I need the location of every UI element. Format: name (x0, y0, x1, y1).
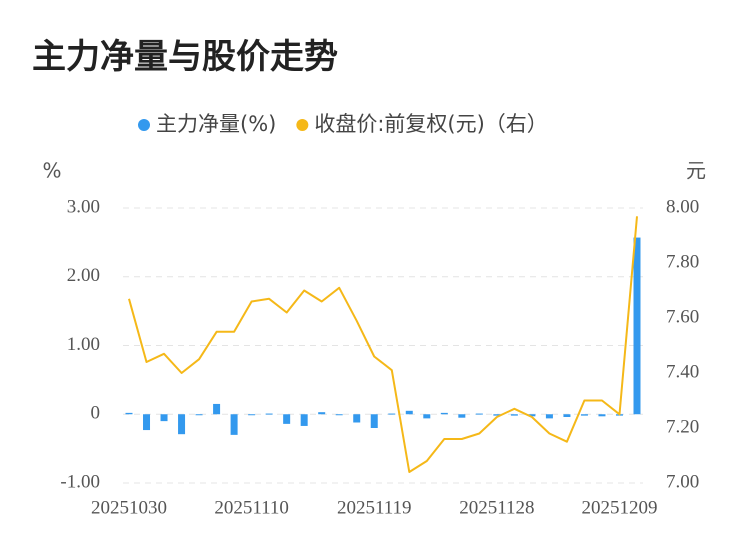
legend-label: 主力净量(%) (156, 112, 276, 136)
x-tick-label: 20251128 (459, 497, 534, 518)
bar (528, 414, 536, 417)
y2-tick-label: 8.00 (666, 196, 699, 217)
bar (230, 414, 238, 435)
y-axis-unit: % (42, 159, 61, 183)
bar (125, 412, 133, 415)
bar (510, 414, 518, 416)
legend-marker (138, 119, 150, 131)
bar (580, 414, 588, 416)
bar (195, 414, 203, 416)
bar (405, 410, 413, 415)
legend-marker (296, 119, 309, 131)
y-tick-label: -1.00 (60, 471, 100, 492)
price-line (128, 216, 638, 473)
bar (178, 414, 186, 435)
bar (160, 414, 168, 422)
y2-tick-label: 7.40 (666, 361, 699, 382)
bar (353, 414, 361, 423)
bar (318, 412, 326, 415)
bar (370, 414, 378, 428)
bar (265, 413, 273, 415)
bar (545, 414, 553, 419)
x-tick-label: 20251119 (337, 497, 412, 518)
y2-tick-label: 7.80 (666, 251, 699, 272)
bar (493, 414, 501, 416)
bar (213, 403, 221, 415)
legend-label: 收盘价:前复权(元)（右） (314, 112, 547, 136)
y2-axis-unit: 元 (686, 159, 706, 183)
bar (423, 414, 431, 419)
y-tick-label: 0 (91, 403, 101, 424)
x-tick-label: 20251110 (214, 497, 289, 518)
x-tick-label: 20251209 (581, 497, 657, 518)
y2-tick-label: 7.20 (666, 416, 699, 437)
bar (143, 414, 151, 431)
bar (335, 414, 343, 416)
bar (563, 414, 571, 417)
chart-title: 主力净量与股价走势 (32, 37, 338, 77)
bar (388, 413, 396, 415)
y-tick-label: 2.00 (67, 265, 100, 286)
bar (248, 414, 256, 416)
y-tick-label: 1.00 (67, 334, 100, 355)
y2-tick-label: 7.60 (666, 306, 699, 327)
bar (475, 413, 483, 415)
bar (283, 414, 291, 424)
bar (300, 414, 308, 426)
bar (458, 414, 466, 418)
y-tick-label: 3.00 (67, 196, 100, 217)
y2-tick-label: 7.00 (666, 471, 699, 492)
bar (633, 237, 641, 415)
x-tick-label: 20251030 (91, 497, 167, 518)
bar (598, 414, 606, 417)
bar (440, 412, 448, 415)
